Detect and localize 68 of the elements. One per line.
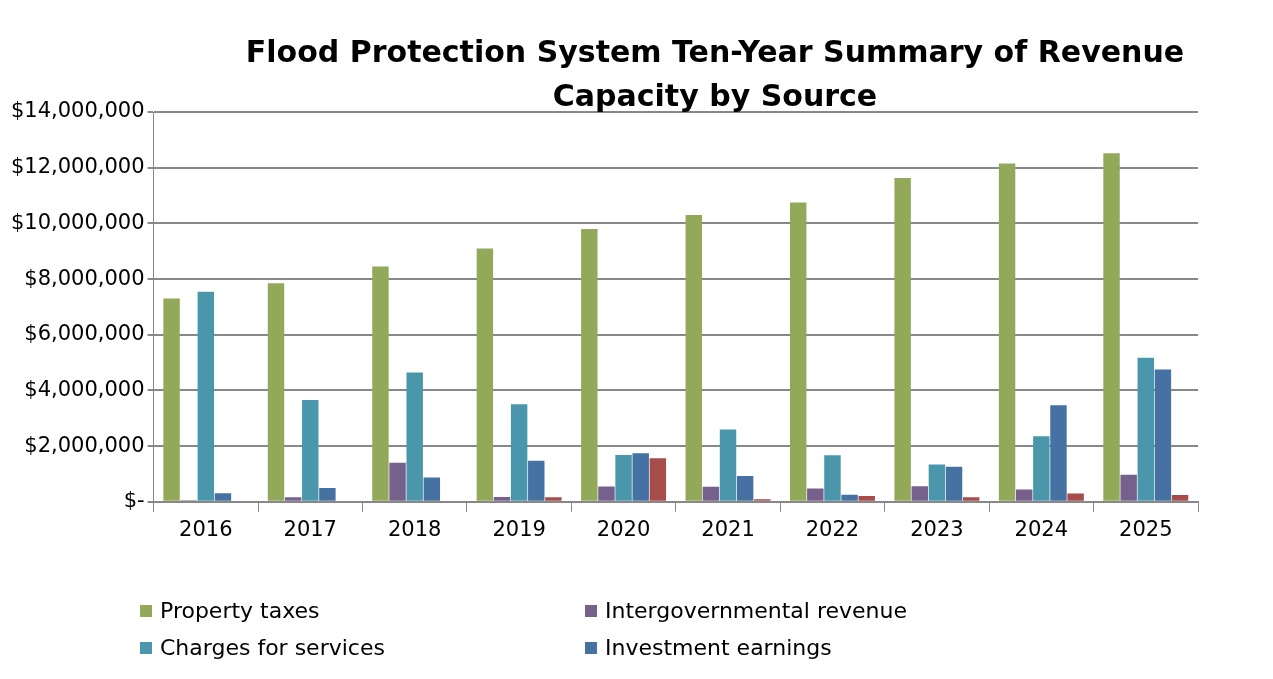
bar (389, 462, 406, 501)
bar (824, 455, 841, 501)
bar (581, 228, 598, 501)
bar (598, 486, 615, 501)
bar (1050, 405, 1067, 501)
bar (685, 215, 702, 501)
bar (319, 487, 336, 501)
bar (423, 477, 441, 501)
bar (858, 495, 875, 501)
x-tick-label: 2023 (910, 516, 964, 541)
y-tick-label: $4,000,000 (24, 376, 145, 401)
bar (789, 202, 807, 501)
legend-label: Intergovernmental revenue (605, 598, 908, 623)
y-tick-label: $- (123, 488, 145, 513)
bar (214, 493, 232, 501)
chart-title: Flood Protection System Ten-Year Summary of Revenue Capacity by Source (244, 33, 1186, 115)
bar (302, 399, 319, 501)
bar (163, 298, 180, 501)
bar (702, 486, 720, 501)
bar (962, 497, 980, 501)
legend-label: Charges for services (160, 635, 385, 660)
bar (284, 497, 302, 501)
bar (545, 497, 562, 501)
bar (1015, 489, 1033, 501)
bar (1171, 495, 1189, 501)
bar (1154, 369, 1172, 501)
bar (911, 486, 928, 501)
bar (406, 372, 423, 501)
bar (945, 466, 963, 501)
x-tick-label: 2025 (1119, 516, 1173, 541)
x-tick-label: 2024 (1014, 516, 1069, 541)
bar (510, 404, 528, 501)
bar (528, 460, 545, 501)
bar (267, 283, 285, 501)
bar (632, 453, 649, 501)
x-tick-label: 2018 (387, 516, 442, 541)
x-tick-label: 2022 (805, 516, 860, 541)
bar (736, 475, 754, 501)
y-tick-label: $14,000,000 (10, 98, 145, 123)
y-tick-label: $8,000,000 (24, 265, 145, 290)
y-tick-label: $12,000,000 (10, 154, 145, 179)
legend-label: Property taxes (160, 598, 320, 623)
bar (372, 266, 389, 501)
bar (1033, 436, 1050, 501)
bar (998, 163, 1016, 501)
x-tick-label: 2019 (492, 516, 546, 541)
bar (649, 458, 667, 501)
bar (1103, 153, 1120, 501)
bar (807, 488, 824, 501)
y-tick-label: $6,000,000 (24, 321, 145, 346)
bar (493, 497, 511, 501)
bar (841, 494, 858, 501)
bar (615, 455, 632, 501)
bar (1120, 474, 1137, 501)
bar (1067, 493, 1084, 501)
x-tick-label: 2017 (283, 516, 337, 541)
x-tick-label: 2016 (179, 516, 233, 541)
y-tick-label: $2,000,000 (24, 432, 145, 457)
bar (894, 177, 911, 501)
x-tick-label: 2021 (701, 516, 755, 541)
bar (197, 291, 215, 501)
legend-label: Investment earnings (605, 635, 832, 660)
bar (1137, 357, 1154, 501)
bar (476, 248, 494, 501)
bar (719, 429, 737, 501)
x-tick-label: 2020 (596, 516, 651, 541)
bar (928, 464, 946, 501)
y-tick-label: $10,000,000 (10, 209, 145, 234)
